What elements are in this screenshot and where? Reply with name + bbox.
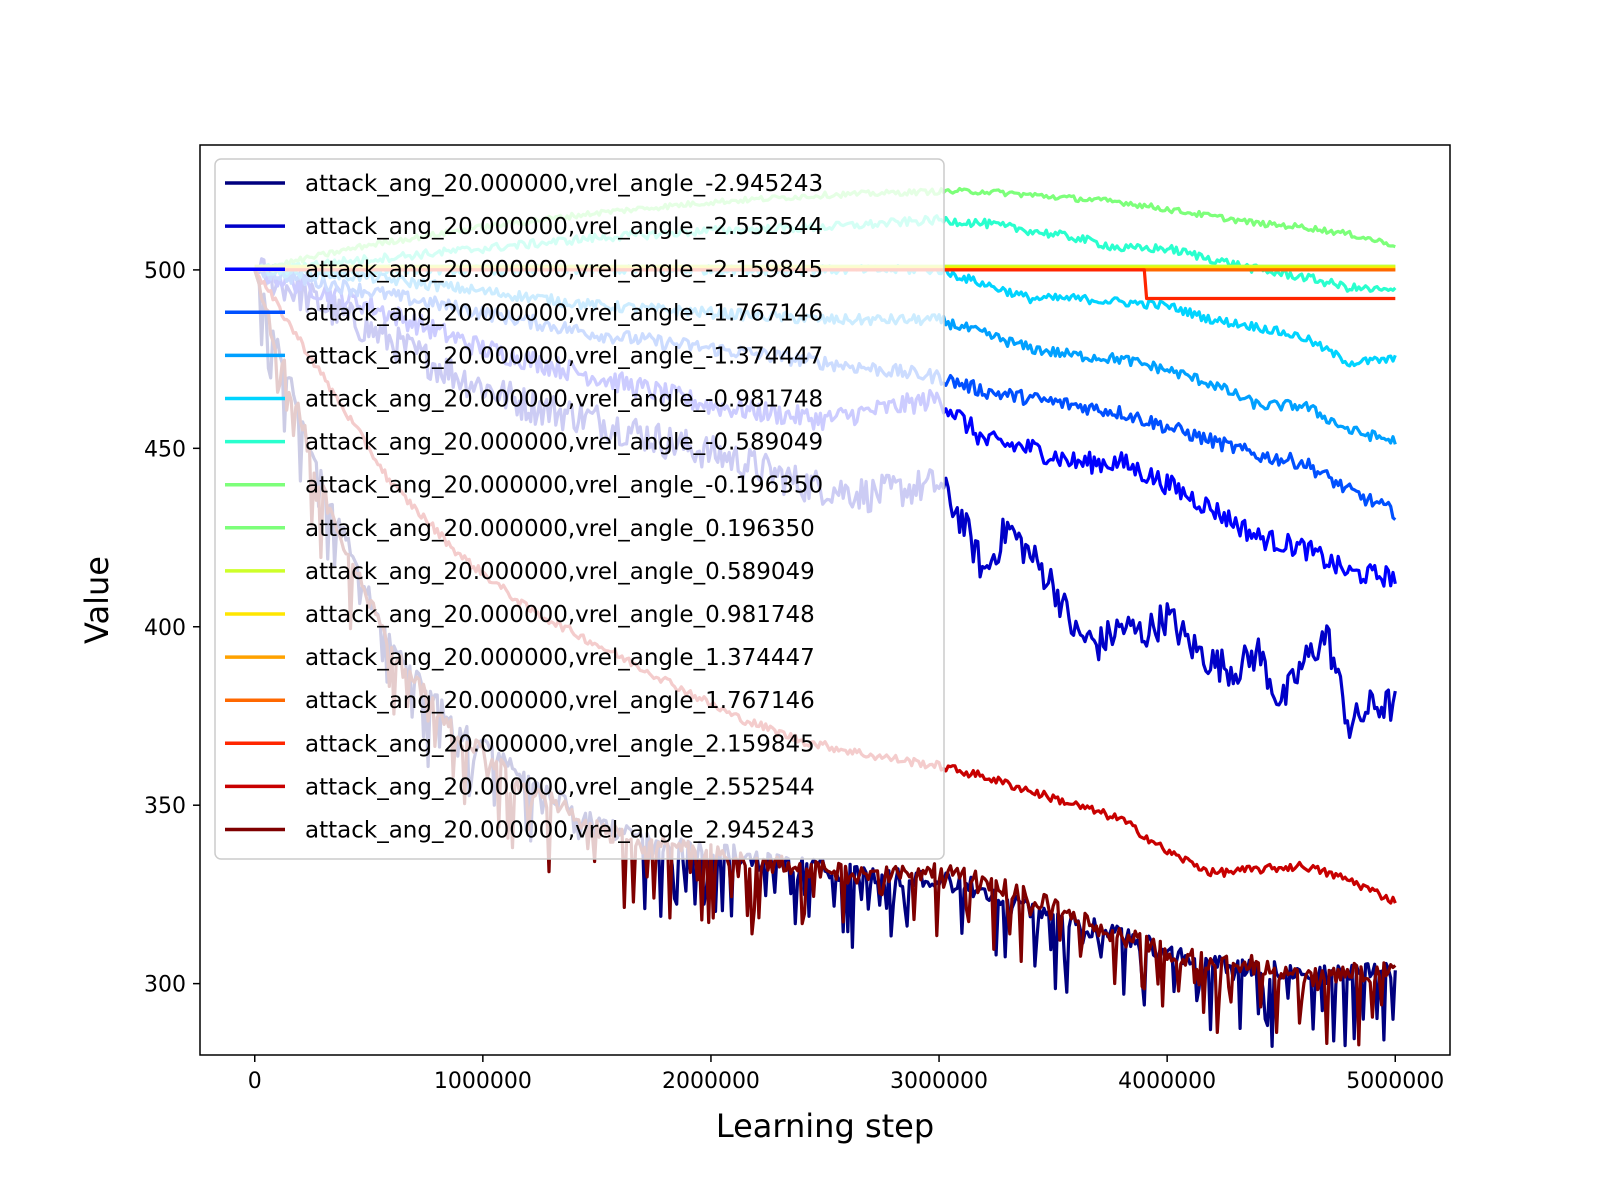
y-tick-label: 350 — [144, 794, 186, 819]
x-tick-label: 1000000 — [434, 1069, 532, 1094]
legend-label: attack_ang_20.000000,vrel_angle_-0.98174… — [305, 387, 823, 413]
legend-label: attack_ang_20.000000,vrel_angle_-0.58904… — [305, 430, 823, 456]
y-tick-label: 500 — [144, 259, 186, 284]
legend-label: attack_ang_20.000000,vrel_angle_2.945243 — [305, 818, 815, 844]
legend: attack_ang_20.000000,vrel_angle_-2.94524… — [214, 158, 945, 860]
y-tick-label: 400 — [144, 616, 186, 641]
legend-label: attack_ang_20.000000,vrel_angle_-1.37444… — [305, 343, 823, 369]
legend-label: attack_ang_20.000000,vrel_angle_0.589049 — [305, 559, 815, 585]
legend-label: attack_ang_20.000000,vrel_angle_0.196350 — [305, 516, 815, 542]
legend-label: attack_ang_20.000000,vrel_angle_1.767146 — [305, 688, 815, 714]
y-tick-label: 450 — [144, 437, 186, 462]
axes-frame — [199, 144, 1451, 1056]
legend-label: attack_ang_20.000000,vrel_angle_-2.15984… — [305, 257, 823, 283]
y-axis-label: Value — [78, 556, 116, 644]
x-axis: 0 1000000 2000000 3000000 4000000 5000000 — [248, 1055, 1444, 1094]
legend-label: attack_ang_20.000000,vrel_angle_-1.76714… — [305, 300, 823, 326]
legend-label: attack_ang_20.000000,vrel_angle_1.374447 — [305, 645, 815, 671]
x-tick-label: 0 — [248, 1069, 262, 1094]
x-tick-label: 4000000 — [1118, 1069, 1216, 1094]
legend-label: attack_ang_20.000000,vrel_angle_-0.19635… — [305, 473, 823, 499]
legend-label: attack_ang_20.000000,vrel_angle_-2.94524… — [305, 171, 823, 197]
x-axis-label: Learning step — [716, 1107, 934, 1145]
y-tick-label: 300 — [144, 973, 186, 998]
legend-box — [214, 158, 945, 860]
x-tick-label: 3000000 — [890, 1069, 988, 1094]
legend-label: attack_ang_20.000000,vrel_angle_0.981748 — [305, 602, 815, 628]
legend-label: attack_ang_20.000000,vrel_angle_2.552544 — [305, 774, 815, 800]
x-tick-label: 2000000 — [662, 1069, 760, 1094]
y-axis: 300 350 400 450 500 — [144, 259, 200, 998]
legend-label: attack_ang_20.000000,vrel_angle_-2.55254… — [305, 214, 823, 240]
x-tick-label: 5000000 — [1346, 1069, 1444, 1094]
legend-label: attack_ang_20.000000,vrel_angle_2.159845 — [305, 731, 815, 757]
